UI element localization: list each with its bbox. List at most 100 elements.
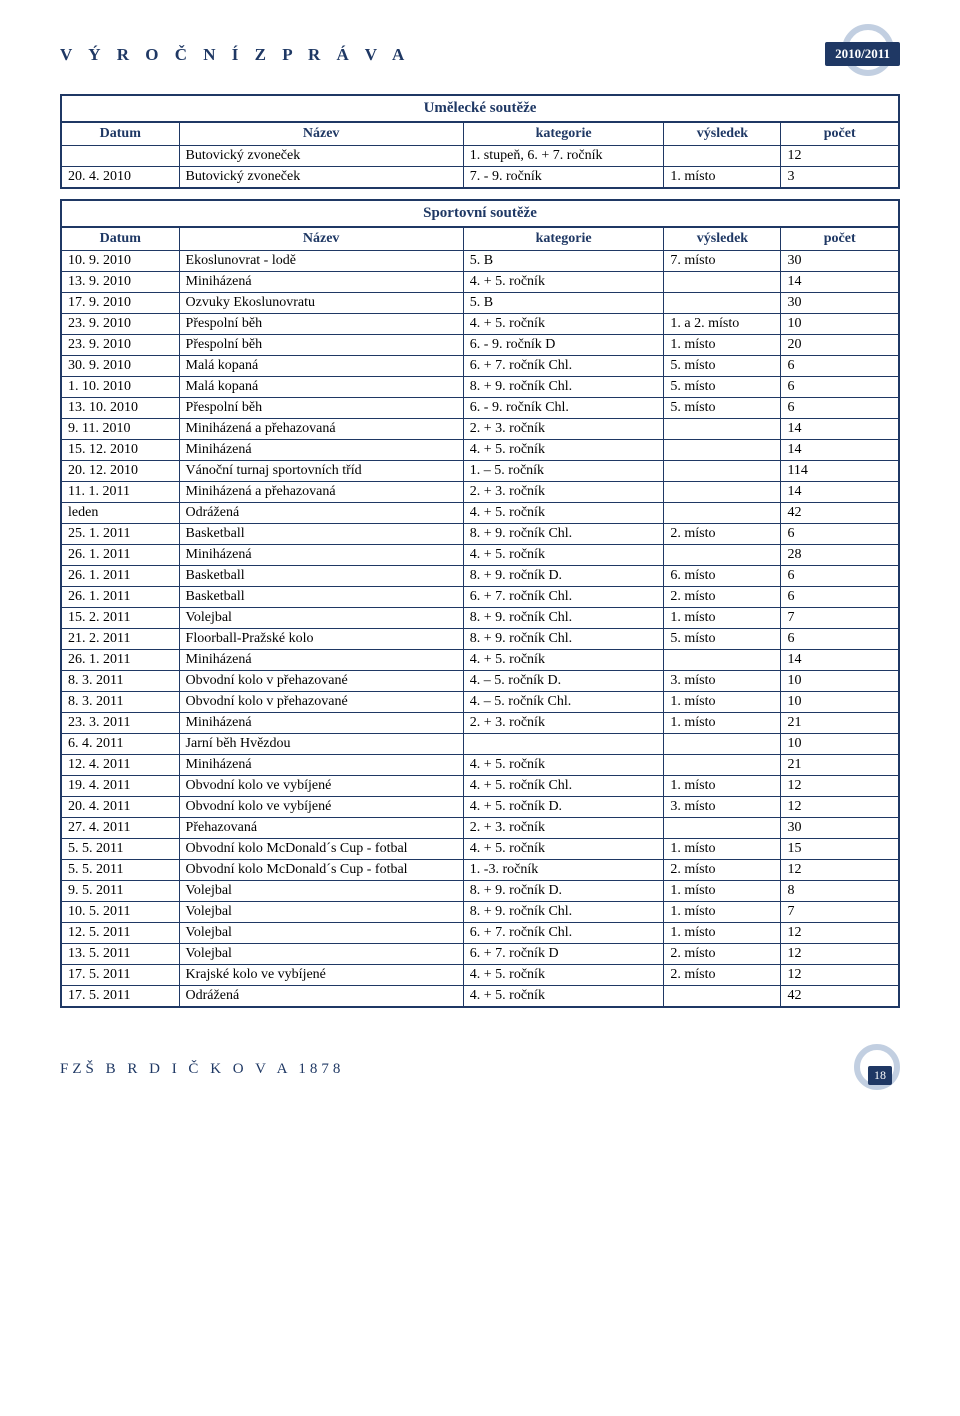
table-cell: 30: [781, 818, 898, 839]
table-cell: 4. + 5. ročník: [463, 272, 664, 293]
table-cell: 12: [781, 776, 898, 797]
table-cell: 5. místo: [664, 398, 781, 419]
table-cell: 23. 9. 2010: [62, 335, 179, 356]
table-cell: 114: [781, 461, 898, 482]
table-cell: 1. a 2. místo: [664, 314, 781, 335]
table-cell: 2. + 3. ročník: [463, 419, 664, 440]
table-cell: 4. + 5. ročník: [463, 965, 664, 986]
table-cell: 9. 5. 2011: [62, 881, 179, 902]
table-cell: 7. místo: [664, 251, 781, 272]
table-cell: 10: [781, 314, 898, 335]
table-row: 17. 5. 2011Krajské kolo ve vybíjené4. + …: [62, 965, 898, 986]
table-cell: [664, 755, 781, 776]
table-cell: [664, 545, 781, 566]
table-row: 20. 4. 2011Obvodní kolo ve vybíjené4. + …: [62, 797, 898, 818]
table-cell: 6. + 7. ročník Chl.: [463, 356, 664, 377]
table-cell: Obvodní kolo McDonald´s Cup - fotbal: [179, 860, 463, 881]
table-cell: 30. 9. 2010: [62, 356, 179, 377]
table-cell: [664, 503, 781, 524]
col-header: výsledek: [664, 123, 781, 146]
page-header: V Ý R O Č N Í Z P R Á V A 2010/2011: [60, 30, 900, 80]
table-cell: 3. místo: [664, 797, 781, 818]
table-cell: 23. 3. 2011: [62, 713, 179, 734]
table-row: 13. 10. 2010Přespolní běh6. - 9. ročník …: [62, 398, 898, 419]
table-cell: 14: [781, 482, 898, 503]
footer-text: FZŠ B R D I Č K O V A 1878: [60, 1061, 344, 1078]
col-header: počet: [781, 123, 898, 146]
table-cell: 8. 3. 2011: [62, 692, 179, 713]
page-footer: FZŠ B R D I Č K O V A 1878 18: [60, 1044, 900, 1094]
table-row: 15. 12. 2010Miniházená4. + 5. ročník14: [62, 440, 898, 461]
table-cell: 3: [781, 167, 898, 188]
table-cell: 4. + 5. ročník: [463, 650, 664, 671]
table-cell: 25. 1. 2011: [62, 524, 179, 545]
table-cell: 6. 4. 2011: [62, 734, 179, 755]
table-cell: 8. + 9. ročník D.: [463, 566, 664, 587]
table-cell: Volejbal: [179, 902, 463, 923]
table-cell: 26. 1. 2011: [62, 566, 179, 587]
table-cell: 21: [781, 755, 898, 776]
table-cell: 5. místo: [664, 377, 781, 398]
group-title-arts: Umělecké soutěže: [62, 96, 898, 122]
table-cell: 6: [781, 587, 898, 608]
table-cell: 6: [781, 356, 898, 377]
table-cell: Miniházená: [179, 650, 463, 671]
table-cell: 6. místo: [664, 566, 781, 587]
table-cell: 8. + 9. ročník Chl.: [463, 377, 664, 398]
table-cell: Miniházená: [179, 545, 463, 566]
table-cell: 26. 1. 2011: [62, 650, 179, 671]
table-cell: 28: [781, 545, 898, 566]
table-cell: 14: [781, 440, 898, 461]
table-cell: Miniházená: [179, 272, 463, 293]
table-cell: 6: [781, 398, 898, 419]
page-number: 18: [868, 1066, 892, 1085]
table-row: 6. 4. 2011Jarní běh Hvězdou10: [62, 734, 898, 755]
table-cell: 6: [781, 524, 898, 545]
table-cell: 1. místo: [664, 608, 781, 629]
table-cell: [664, 461, 781, 482]
table-cell: 7: [781, 608, 898, 629]
col-header: Datum: [62, 228, 179, 251]
table-cell: 2. + 3. ročník: [463, 713, 664, 734]
group-title-sports: Sportovní soutěže: [62, 201, 898, 227]
table-cell: 5. 5. 2011: [62, 839, 179, 860]
table-cell: Basketball: [179, 587, 463, 608]
table-cell: Odrážená: [179, 503, 463, 524]
page-number-badge: 18: [850, 1044, 900, 1094]
sports-table: DatumNázevkategorievýsledekpočet 10. 9. …: [62, 227, 898, 1006]
table-cell: 4. – 5. ročník D.: [463, 671, 664, 692]
table-cell: Miniházená a přehazovaná: [179, 482, 463, 503]
table-cell: 20: [781, 335, 898, 356]
table-cell: 4. + 5. ročník: [463, 986, 664, 1007]
table-cell: 1. místo: [664, 881, 781, 902]
table-cell: 5. B: [463, 251, 664, 272]
table-cell: [664, 734, 781, 755]
table-cell: Přehazovaná: [179, 818, 463, 839]
table-cell: 6: [781, 377, 898, 398]
table-row: 27. 4. 2011Přehazovaná2. + 3. ročník30: [62, 818, 898, 839]
table-cell: [664, 818, 781, 839]
table-row: 26. 1. 2011Basketball6. + 7. ročník Chl.…: [62, 587, 898, 608]
table-cell: 15: [781, 839, 898, 860]
table-cell: 8. + 9. ročník Chl.: [463, 608, 664, 629]
table-cell: 5. 5. 2011: [62, 860, 179, 881]
table-cell: Obvodní kolo ve vybíjené: [179, 776, 463, 797]
table-cell: 20. 4. 2011: [62, 797, 179, 818]
table-cell: Miniházená a přehazovaná: [179, 419, 463, 440]
col-header: kategorie: [463, 123, 664, 146]
table-cell: 30: [781, 251, 898, 272]
table-cell: 4. + 5. ročník D.: [463, 797, 664, 818]
table-cell: Malá kopaná: [179, 356, 463, 377]
arts-table-head: DatumNázevkategorievýsledekpočet: [62, 123, 898, 146]
table-row: 17. 5. 2011Odrážená4. + 5. ročník42: [62, 986, 898, 1007]
table-cell: 20. 4. 2010: [62, 167, 179, 188]
report-title: V Ý R O Č N Í Z P R Á V A: [60, 45, 410, 65]
table-cell: 2. místo: [664, 944, 781, 965]
table-cell: 1. -3. ročník: [463, 860, 664, 881]
table-cell: 1. – 5. ročník: [463, 461, 664, 482]
table-cell: 12: [781, 944, 898, 965]
table-cell: 5. místo: [664, 629, 781, 650]
table-cell: Butovický zvoneček: [179, 167, 463, 188]
table-row: 15. 2. 2011Volejbal8. + 9. ročník Chl.1.…: [62, 608, 898, 629]
table-cell: 7: [781, 902, 898, 923]
